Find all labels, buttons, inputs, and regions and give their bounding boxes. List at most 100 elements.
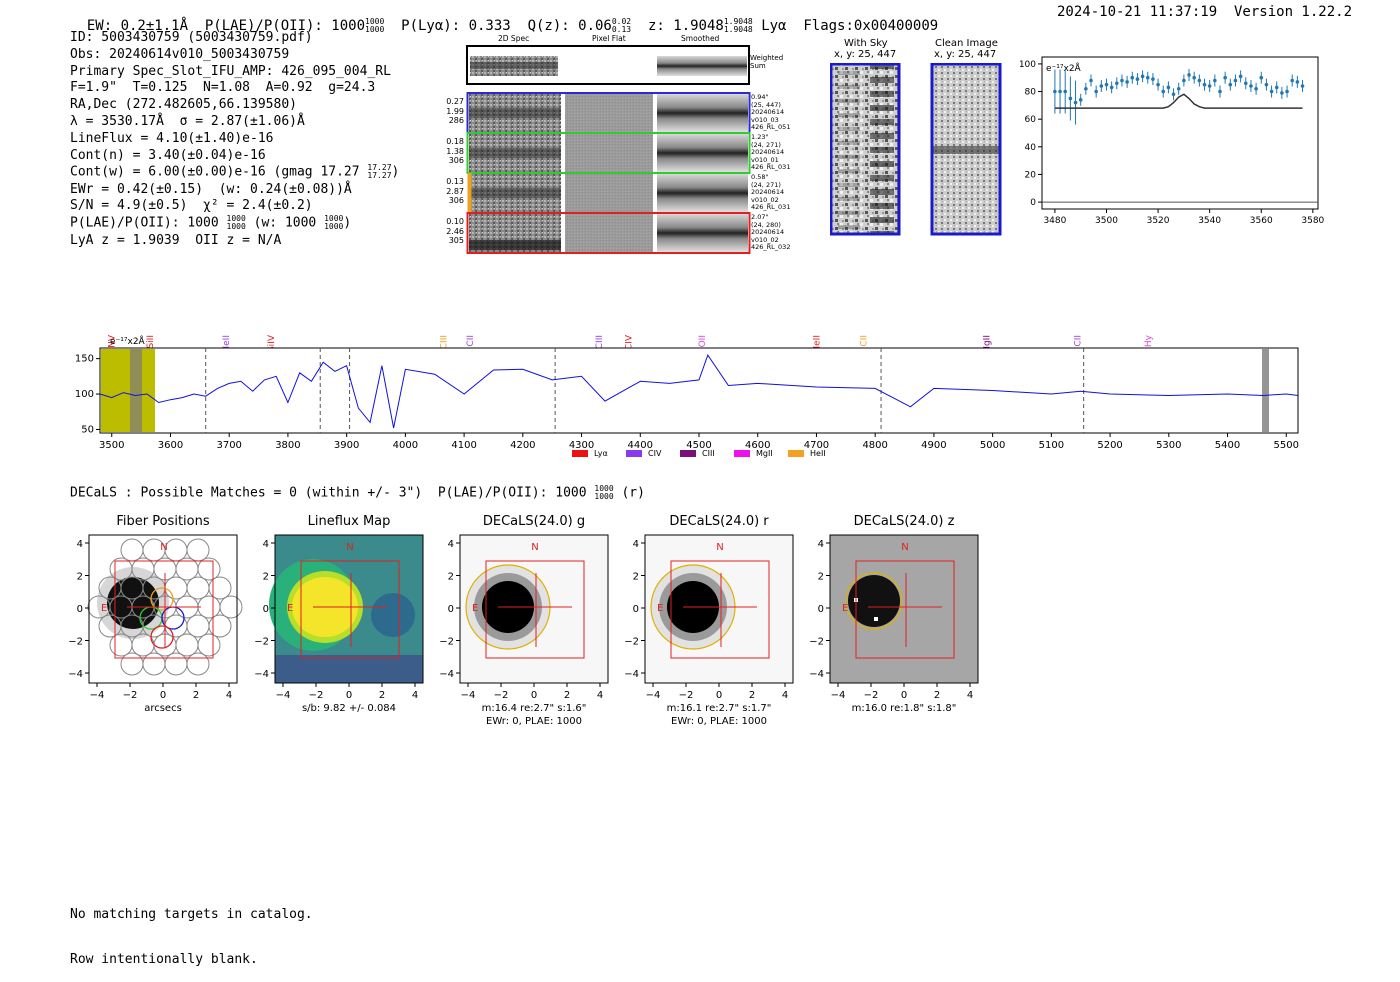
- y-tick-label: 2: [263, 572, 269, 583]
- fiber-row: [466, 132, 751, 174]
- row-left-label: 0.18 1.38 306: [446, 137, 464, 165]
- x-tick-label: 3540: [1198, 216, 1221, 226]
- y-tick-label: 20: [1025, 170, 1037, 180]
- data-point: [1145, 75, 1150, 80]
- y-tick-label: 0: [77, 604, 83, 615]
- fiber-circle: [208, 576, 232, 600]
- info-line: Cont(n) = 3.40(±0.04)e-16: [70, 147, 266, 163]
- x-tick-label: 0: [160, 690, 166, 701]
- panel-title: Fiber Positions: [116, 514, 209, 529]
- x-tick-label: 5500: [1274, 440, 1299, 451]
- data-point: [1140, 74, 1145, 79]
- x-tick-label: 3480: [1043, 216, 1066, 226]
- y-tick-label: −2: [254, 637, 269, 648]
- fiber-circle-highlight: [150, 625, 174, 649]
- legend-swatch: [626, 450, 642, 457]
- header-ew: EW: 0.2±1.1Å P(LAE)/P(OII): 1000: [86, 18, 366, 34]
- y-tick-label: 0: [818, 604, 824, 615]
- data-point: [1192, 75, 1196, 80]
- y-tick-label: −4: [439, 669, 454, 680]
- emission-line-label: NV: [108, 334, 118, 348]
- header-qz-frac: 0.02 0.13: [611, 17, 632, 34]
- x-tick-label: −4: [461, 690, 476, 701]
- data-point: [1280, 91, 1284, 95]
- data-point: [1207, 84, 1212, 88]
- fiber-circle: [197, 633, 221, 657]
- emission-line-label: CIV: [624, 334, 634, 350]
- x-tick-label: 2: [379, 690, 385, 701]
- emission-line-label: HeII: [812, 335, 822, 353]
- data-point: [1125, 80, 1129, 84]
- info-line: Primary Spec_Slot_IFU_AMP: 426_095_004_R…: [70, 63, 391, 79]
- info-contw: Cont(w) = 6.00(±0.00)e-16 (gmag 17.27: [70, 164, 360, 180]
- data-point: [1058, 89, 1062, 94]
- data-point: [1104, 82, 1109, 87]
- legend-label: CIV: [648, 449, 662, 458]
- info-plae-frac: 1000 1000: [226, 214, 246, 232]
- data-point: [1274, 85, 1279, 90]
- x-tick-label: 0: [716, 690, 722, 701]
- data-point: [1089, 78, 1093, 83]
- search-box: [485, 560, 585, 659]
- x-tick-label: 0: [901, 690, 907, 701]
- cutout-images: [466, 45, 751, 254]
- row-right-label: 0.94" (25, 447) 20240614 v010_03 426_RL_…: [751, 93, 791, 131]
- y-tick-label: 4: [818, 539, 824, 550]
- data-point: [1269, 89, 1274, 94]
- data-point: [1063, 89, 1068, 94]
- panel: DECaLS(24.0) g N E −4 −2 0 2 4 4 2 0 −2 −4 m:16.4 re:…: [439, 514, 609, 727]
- sky-cutouts: [830, 63, 1002, 236]
- row-left-label: 0.27 1.99 286: [446, 97, 464, 125]
- data-point: [1156, 82, 1160, 87]
- legend-swatch: [788, 450, 804, 457]
- info-line: EWr = 0.42(±0.15) (w: 0.24(±0.08))Å: [70, 181, 352, 197]
- info-plae-w: (w: 1000: [253, 215, 317, 231]
- panel-subtitle: EWr: 0, PLAE: 1000: [486, 716, 582, 727]
- x-tick-label: 3500: [99, 440, 124, 451]
- search-box: [855, 560, 955, 659]
- legend-swatch: [734, 450, 750, 457]
- x-tick-label: 4300: [569, 440, 594, 451]
- row-right-label: 0.58" (24, 271) 20240614 v010_02 426_RL_…: [751, 173, 791, 211]
- x-tick-label: 2: [934, 690, 940, 701]
- data-point: [1300, 84, 1305, 88]
- y-tick-label: −4: [624, 669, 639, 680]
- line-fit-frame: [1041, 56, 1319, 210]
- header-z-frac: 1.9048 1.9048: [723, 17, 753, 34]
- header-summary: EW: 0.2±1.1Å P(LAE)/P(OII): 1000 1000 1000…: [70, 2, 938, 35]
- panel-subtitle: m:16.1 re:2.7" s:1.7": [667, 703, 772, 714]
- emission-line-label: SiIV: [267, 334, 277, 352]
- x-tick-label: 3700: [216, 440, 241, 451]
- data-point: [1073, 100, 1078, 105]
- info-line: S/N = 4.9(±0.5) χ² = 2.4(±0.2): [70, 198, 313, 214]
- image-panels: Fiber Positions N E −4 −2 0 2 4 4 2 0 −2 −4 arcsecs Li…: [0, 510, 1400, 730]
- y-tick-label: 40: [1025, 143, 1037, 153]
- row-right-label: 1.23" (24, 271) 20240614 v010_01 426_RL_…: [751, 133, 791, 171]
- search-box: [114, 560, 214, 659]
- data-point: [1249, 84, 1253, 88]
- x-tick-label: 4: [412, 690, 418, 701]
- data-point: [1053, 89, 1057, 94]
- info-line: Obs: 20240614v010_5003430759: [70, 46, 290, 62]
- fiber-row: [467, 173, 748, 213]
- x-tick-label: 2: [564, 690, 570, 701]
- emission-line-label: Hy: [1144, 334, 1154, 347]
- compass-e: E: [101, 603, 107, 614]
- x-tick-label: −2: [679, 690, 694, 701]
- clean-image-title: Clean Image: [935, 38, 998, 49]
- panel-subtitle: s/b: 9.82 +/- 0.084: [302, 703, 396, 714]
- info-line: Cont(w) = 6.00(±0.00)e-16 (gmag 17.27 17…: [70, 163, 400, 181]
- x-tick-label: 5100: [1039, 440, 1064, 451]
- x-tick-label: 2: [193, 690, 199, 701]
- y-tick-label: −2: [68, 637, 83, 648]
- data-point: [1254, 86, 1258, 91]
- y-tick-label: −4: [68, 669, 83, 680]
- emission-line-label: CIII: [439, 335, 449, 349]
- header-timestamp: 2024-10-21 11:37:19 Version 1.22.2: [1057, 4, 1353, 20]
- legend-swatch: [572, 450, 588, 457]
- x-tick-label: 0: [531, 690, 537, 701]
- y-tick-label: 2: [448, 572, 454, 583]
- footer-line: Row intentionally blank.: [70, 952, 258, 967]
- data-point: [1151, 77, 1155, 81]
- data-point: [1218, 89, 1222, 94]
